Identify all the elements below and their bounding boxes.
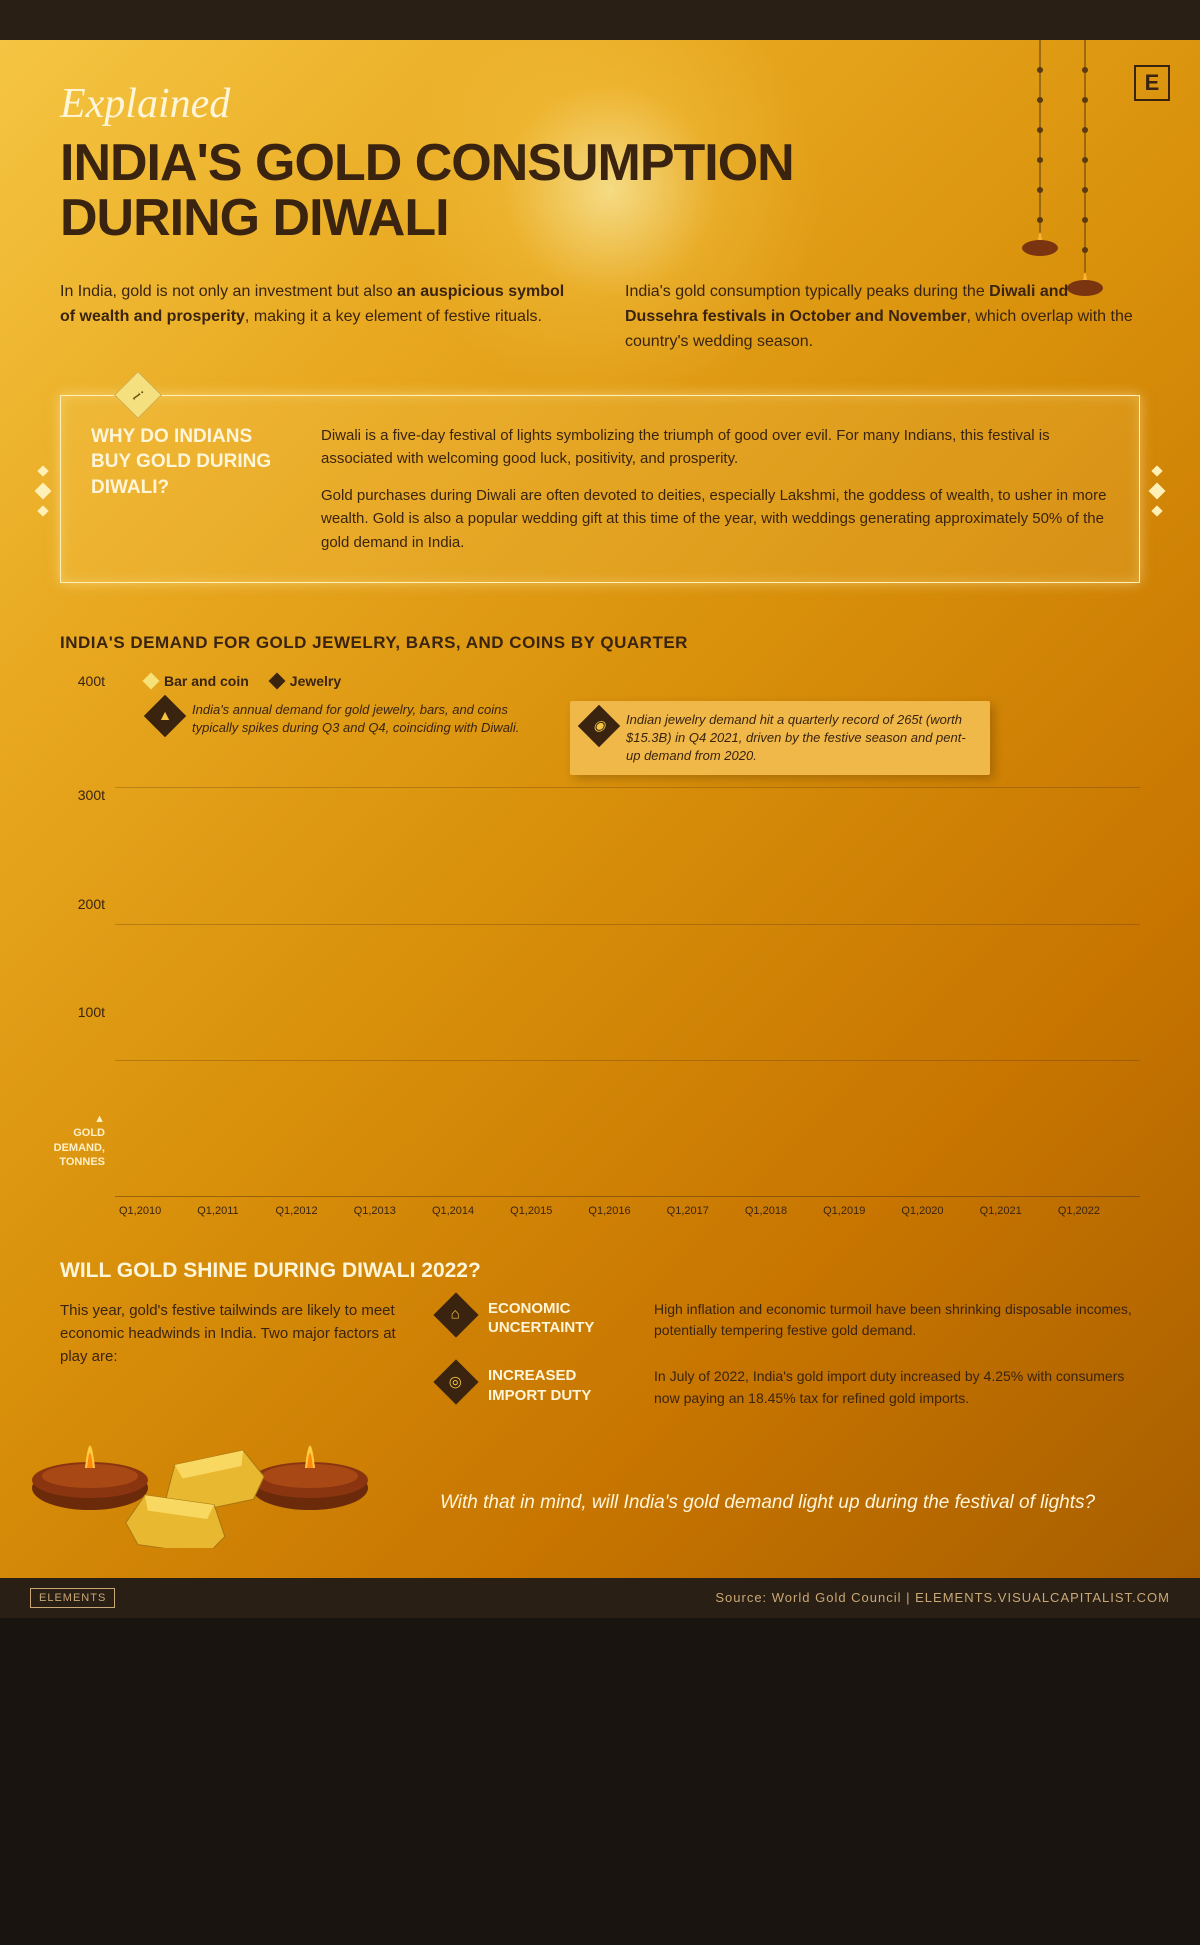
- legend-bar-coin: Bar and coin: [145, 673, 249, 689]
- x-tick: Q1,2020: [901, 1205, 979, 1217]
- why-heading: WHY DO INDIANS BUY GOLD DURING DIWALI?: [91, 424, 291, 554]
- factor-icon: ◎: [433, 1359, 478, 1404]
- legend-swatch-barcoin: [143, 672, 160, 689]
- x-tick: Q1,2021: [980, 1205, 1058, 1217]
- outlook-title: WILL GOLD SHINE DURING DIWALI 2022?: [60, 1257, 1140, 1284]
- y-axis: 300t 200t 100t ▲ GOLD DEMAND, TONNES: [60, 787, 115, 1197]
- annotation-record: ◉ Indian jewelry demand hit a quarterly …: [570, 701, 990, 776]
- intro-columns: In India, gold is not only an investment…: [60, 280, 1140, 354]
- legend-swatch-jewelry: [268, 672, 285, 689]
- outlook-section: WILL GOLD SHINE DURING DIWALI 2022? This…: [60, 1257, 1140, 1409]
- bars-container: [115, 787, 1140, 1196]
- x-tick: Q1,2016: [588, 1205, 666, 1217]
- top-bar: [0, 0, 1200, 40]
- factor-label: ECONOMIC UNCERTAINTY: [488, 1299, 638, 1338]
- chart-body: 300t 200t 100t ▲ GOLD DEMAND, TONNES: [60, 787, 1140, 1197]
- series-label: Explained: [60, 80, 1140, 128]
- closing-question: With that in mind, will India's gold dem…: [440, 1489, 1140, 1518]
- page-title: INDIA'S GOLD CONSUMPTION DURING DIWALI: [60, 136, 1140, 245]
- intro-col-2: India's gold consumption typically peaks…: [625, 280, 1140, 354]
- bottom-bar: ELEMENTS Source: World Gold Council | EL…: [0, 1578, 1200, 1618]
- x-tick: Q1,2022: [1058, 1205, 1136, 1217]
- chart-annotations: ▲ India's annual demand for gold jewelry…: [150, 701, 1140, 776]
- why-body: Diwali is a five-day festival of lights …: [321, 424, 1109, 554]
- x-tick: Q1,2013: [354, 1205, 432, 1217]
- diamond-ornament-right: [1147, 461, 1167, 517]
- footer-brand: ELEMENTS: [30, 1588, 115, 1608]
- x-tick: Q1,2014: [432, 1205, 510, 1217]
- footer-source: Source: World Gold Council | ELEMENTS.VI…: [715, 1590, 1170, 1605]
- y-tick-top: 400t: [60, 673, 105, 689]
- factor-label: INCREASED IMPORT DUTY: [488, 1366, 638, 1405]
- why-callout: WHY DO INDIANS BUY GOLD DURING DIWALI? D…: [60, 395, 1140, 583]
- x-tick: Q1,2019: [823, 1205, 901, 1217]
- legend-jewelry: Jewelry: [271, 673, 341, 689]
- factor-row: ◎INCREASED IMPORT DUTYIn July of 2022, I…: [440, 1366, 1140, 1409]
- factor-text: In July of 2022, India's gold import dut…: [654, 1366, 1140, 1409]
- chart-section: INDIA'S DEMAND FOR GOLD JEWELRY, BARS, A…: [60, 633, 1140, 1218]
- chart-legend: Bar and coin Jewelry: [145, 673, 341, 689]
- factor-icon: ⌂: [433, 1292, 478, 1337]
- x-tick: Q1,2010: [119, 1205, 197, 1217]
- eye-icon: ◉: [578, 705, 620, 747]
- intro-col-1: In India, gold is not only an investment…: [60, 280, 575, 354]
- x-tick: Q1,2015: [510, 1205, 588, 1217]
- factor-row: ⌂ECONOMIC UNCERTAINTYHigh inflation and …: [440, 1299, 1140, 1342]
- x-tick: Q1,2018: [745, 1205, 823, 1217]
- x-axis: Q1,2010Q1,2011Q1,2012Q1,2013Q1,2014Q1,20…: [115, 1197, 1140, 1217]
- x-tick: Q1,2011: [197, 1205, 275, 1217]
- outlook-factors: ⌂ECONOMIC UNCERTAINTYHigh inflation and …: [440, 1299, 1140, 1410]
- diamond-ornament-left: [33, 461, 53, 517]
- annotation-spike: ▲ India's annual demand for gold jewelry…: [150, 701, 530, 776]
- chart-title: INDIA'S DEMAND FOR GOLD JEWELRY, BARS, A…: [60, 633, 1140, 653]
- chart-icon: ▲: [144, 695, 186, 737]
- y-axis-label: ▲ GOLD DEMAND, TONNES: [54, 1112, 105, 1169]
- x-tick: Q1,2017: [667, 1205, 745, 1217]
- outlook-intro: This year, gold's festive tailwinds are …: [60, 1299, 400, 1410]
- x-tick: Q1,2012: [275, 1205, 353, 1217]
- plot-area: [115, 787, 1140, 1197]
- infographic-main: E Explained INDIA'S GOLD CONSUMPTION DUR…: [0, 40, 1200, 1578]
- factor-text: High inflation and economic turmoil have…: [654, 1299, 1140, 1342]
